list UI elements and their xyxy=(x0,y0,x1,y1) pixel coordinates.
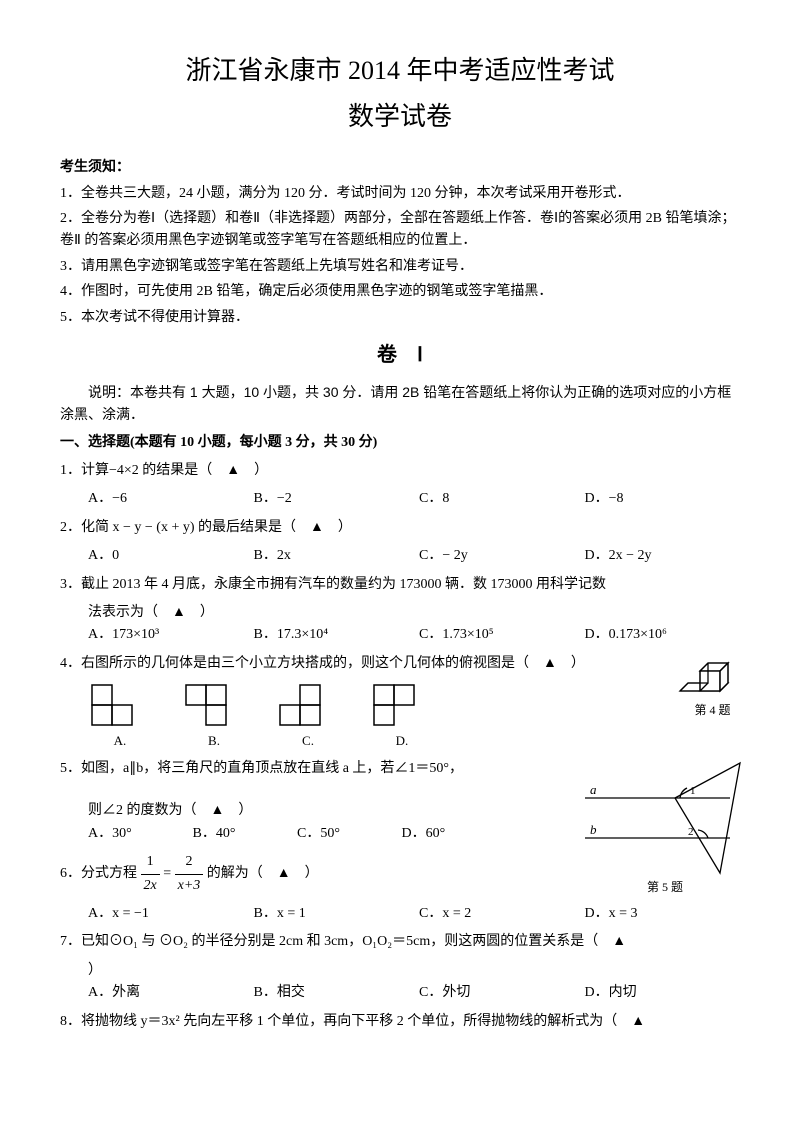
juan-description: 说明：本卷共有 1 大题，10 小题，共 30 分．请用 2B 铅笔在答题纸上将… xyxy=(60,381,740,426)
q2-opt-c: C．− 2y xyxy=(419,545,575,567)
q7-opt-b: B．相交 xyxy=(254,982,410,1004)
q5-angle-2: 2 xyxy=(688,826,694,838)
q3-opt-a: A．173×10³ xyxy=(88,624,244,646)
q4-opt-d-figure xyxy=(370,681,434,729)
question-3-line2: 法表示为（ ▲ ） xyxy=(60,602,740,624)
q2-opt-d: D．2x − 2y xyxy=(585,545,741,567)
question-7-options: A．外离 B．相交 C．外切 D．内切 xyxy=(88,982,740,1004)
q6-opt-b: B．x = 1 xyxy=(254,903,410,925)
q3-opt-d: D．0.173×10⁶ xyxy=(585,624,741,646)
q3-opt-c: C．1.73×10⁵ xyxy=(419,624,575,646)
q6-frac1-den: 2x xyxy=(141,875,160,897)
question-1: 1．计算−4×2 的结果是（ ▲ ） xyxy=(60,460,740,482)
notice-3: 3．请用黑色字迹钢笔或签字笔在答题纸上先填写姓名和准考证号． xyxy=(60,256,740,278)
q5-opt-d: D．60° xyxy=(402,823,497,845)
notice-4: 4．作图时，可先使用 2B 铅笔，确定后必须使用黑色字迹的钢笔或签字笔描黑． xyxy=(60,281,740,303)
section-1-heading: 一、选择题(本题有 10 小题，每小题 3 分，共 30 分) xyxy=(60,432,740,454)
question-7-line2: ） xyxy=(60,960,740,982)
page-title: 浙江省永康市 2014 年中考适应性考试 xyxy=(60,50,740,92)
q4-caption: 第 4 题 xyxy=(675,701,750,720)
q5-label-a: a xyxy=(590,782,597,797)
q4-opt-a-figure xyxy=(88,681,152,729)
q4-opt-c-label: C. xyxy=(276,731,340,752)
question-4: 4．右图所示的几何体是由三个小立方块搭成的，则这个几何体的俯视图是（ ▲ ） xyxy=(60,653,740,675)
question-2: 2．化简 x − y − (x + y) 的最后结果是（ ▲ ） xyxy=(60,517,740,539)
question-2-options: A．0 B．2x C．− 2y D．2x − 2y xyxy=(88,545,740,567)
notice-5: 5．本次考试不得使用计算器． xyxy=(60,307,740,329)
q4-opt-b-label: B. xyxy=(182,731,246,752)
question-6-options: A．x = −1 B．x = 1 C．x = 2 D．x = 3 xyxy=(88,903,740,925)
q1-opt-d: D．−8 xyxy=(585,488,741,510)
question-8: 8．将抛物线 y＝3x² 先向左平移 1 个单位，再向下平移 2 个单位，所得抛… xyxy=(60,1011,740,1033)
q6-suffix: 的解为（ ▲ ） xyxy=(207,866,319,881)
notice-2: 2．全卷分为卷Ⅰ（选择题）和卷Ⅱ（非选择题）两部分，全部在答题纸上作答．卷Ⅰ的答… xyxy=(60,208,740,253)
q7-opt-d: D．内切 xyxy=(585,982,741,1004)
q4-options-figures: A. B. xyxy=(88,681,740,752)
q4-opt-d-label: D. xyxy=(370,731,434,752)
q1-opt-b: B．−2 xyxy=(254,488,410,510)
q6-opt-d: D．x = 3 xyxy=(585,903,741,925)
q2-opt-a: A．0 xyxy=(88,545,244,567)
q5-opt-c: C．50° xyxy=(297,823,392,845)
q7-opt-a: A．外离 xyxy=(88,982,244,1004)
page-subtitle: 数学试卷 xyxy=(60,96,740,138)
question-5-options: A．30° B．40° C．50° D．60° xyxy=(88,823,496,845)
question-3-line1: 3．截止 2013 年 4 月底，永康全市拥有汽车的数量约为 173000 辆．… xyxy=(60,574,740,596)
q2-opt-b: B．2x xyxy=(254,545,410,567)
question-3-options: A．173×10³ B．17.3×10⁴ C．1.73×10⁵ D．0.173×… xyxy=(88,624,740,646)
q7-opt-c: C．外切 xyxy=(419,982,575,1004)
q6-frac2-num: 2 xyxy=(175,851,204,874)
question-5-line1: 5．如图，a∥b，将三角尺的直角顶点放在直线 a 上，若∠1＝50°， xyxy=(60,758,740,780)
q3-opt-b: B．17.3×10⁴ xyxy=(254,624,410,646)
juan-label: 卷 Ⅰ xyxy=(60,339,740,371)
q6-opt-a: A．x = −1 xyxy=(88,903,244,925)
q5-angle-1: 1 xyxy=(690,785,696,797)
notice-heading: 考生须知： xyxy=(60,157,740,179)
q1-opt-a: A．−6 xyxy=(88,488,244,510)
notice-1: 1．全卷共三大题，24 小题，满分为 120 分．考试时间为 120 分钟，本次… xyxy=(60,183,740,205)
question-1-options: A．−6 B．−2 C．8 D．−8 xyxy=(88,488,740,510)
q5-opt-a: A．30° xyxy=(88,823,183,845)
q6-frac2-den: x+3 xyxy=(175,875,204,897)
q4-opt-c-figure xyxy=(276,681,340,729)
q4-solid-icon xyxy=(675,651,750,701)
q6-eq: = xyxy=(163,866,174,881)
q4-opt-b-figure xyxy=(182,681,246,729)
q1-opt-c: C．8 xyxy=(419,488,575,510)
q6-frac1-num: 1 xyxy=(141,851,160,874)
q4-opt-a-label: A. xyxy=(88,731,152,752)
q5-label-b: b xyxy=(590,822,597,837)
question-7-line1: 7．已知⊙O₁ 与 ⊙O₂ 的半径分别是 2cm 和 3cm，O₁O₂＝5cm，… xyxy=(60,931,740,953)
q5-opt-b: B．40° xyxy=(193,823,288,845)
question-6: 6．分式方程 1 2x = 2 x+3 的解为（ ▲ ） xyxy=(60,851,740,897)
q6-opt-c: C．x = 2 xyxy=(419,903,575,925)
q6-prefix: 6．分式方程 xyxy=(60,866,141,881)
